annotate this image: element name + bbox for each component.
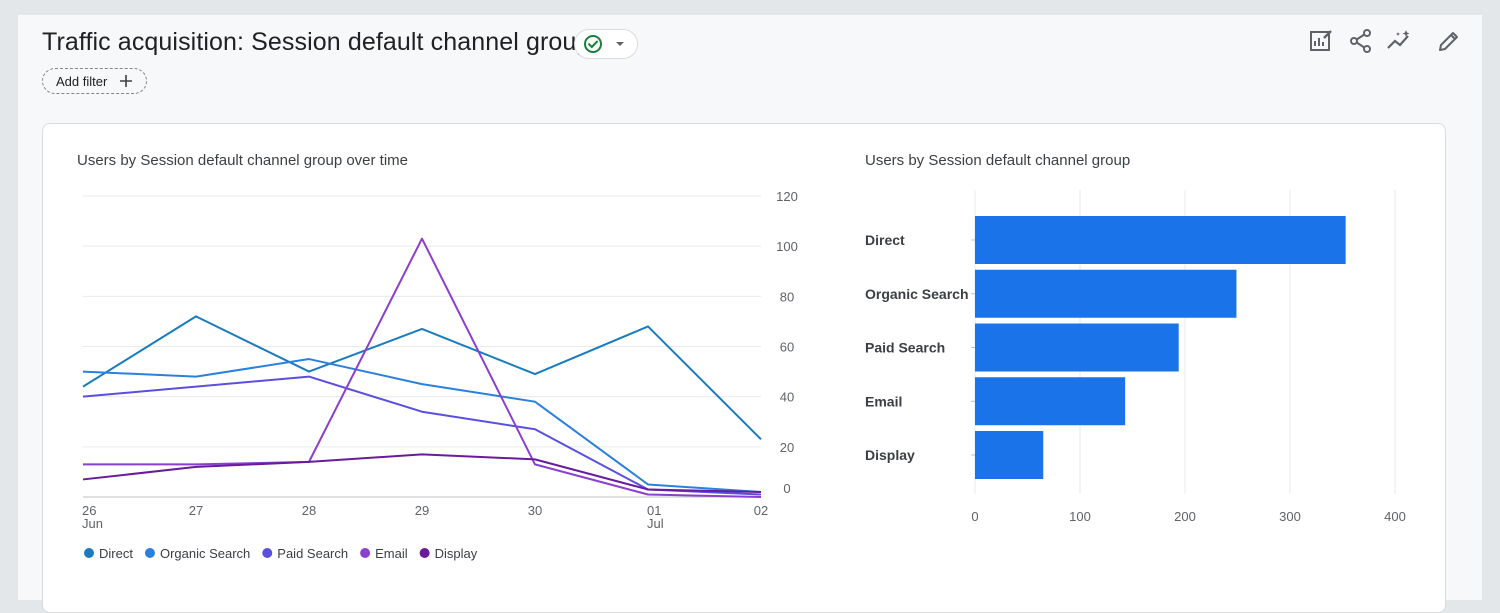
y-tick-label: 100 (776, 239, 798, 254)
legend-swatch (419, 548, 430, 558)
x-tick-label: 200 (1174, 509, 1196, 524)
x-tick-label: 0 (971, 509, 978, 524)
legend-swatch (144, 548, 155, 558)
y-tick-label: 120 (776, 189, 798, 204)
check-circle-icon (584, 35, 602, 53)
x-tick-label: 26 (82, 503, 96, 518)
x-tick-label: 28 (302, 503, 316, 518)
legend-swatch (262, 548, 273, 558)
bar (975, 431, 1044, 479)
add-filter-button[interactable]: Add filter (42, 68, 147, 94)
legend-swatch (360, 548, 371, 558)
x-tick-label: 100 (1069, 509, 1091, 524)
bar (975, 216, 1346, 264)
series-line (82, 375, 762, 496)
x-tick-sublabel: Jul (647, 516, 664, 531)
legend-label: Display (435, 546, 478, 561)
x-tick-label: 02 (754, 503, 768, 518)
series-line (82, 453, 762, 493)
add-filter-label: Add filter (56, 74, 108, 89)
category-label: Direct (865, 232, 905, 248)
x-tick-label: 01 (647, 503, 661, 518)
y-tick-label: 60 (780, 340, 794, 355)
y-tick-label: 0 (783, 481, 790, 496)
legend-label: Email (375, 546, 408, 561)
charts-card: Users by Session default channel group o… (42, 123, 1446, 613)
legend-label: Direct (99, 546, 133, 561)
x-tick-label: 400 (1384, 509, 1406, 524)
legend-swatch (84, 548, 94, 558)
bar (975, 269, 1237, 318)
customize-pencil-icon[interactable] (1436, 28, 1462, 54)
category-label: Display (865, 447, 915, 463)
legend-label: Organic Search (160, 546, 250, 561)
edit-report-icon[interactable] (1308, 28, 1334, 54)
y-tick-label: 20 (780, 440, 794, 455)
y-tick-label: 80 (780, 289, 794, 304)
category-label: Email (865, 393, 902, 409)
line-chart-title: Users by Session default channel group o… (77, 152, 409, 169)
series-line (83, 237, 762, 498)
bar (975, 323, 1179, 372)
page-title: Traffic acquisition: Session default cha… (42, 28, 591, 56)
category-label: Paid Search (865, 340, 945, 356)
x-tick-label: 300 (1279, 509, 1301, 524)
category-label: Organic Search (865, 286, 969, 302)
x-tick-label: 29 (415, 503, 429, 518)
status-dropdown[interactable] (574, 29, 638, 59)
report-page: Traffic acquisition: Session default cha… (18, 15, 1482, 613)
bar-chart: 0 100 200 300 400 Direct Organic Search Paid Se… (865, 190, 1406, 524)
x-tick-label: 27 (189, 503, 203, 518)
bar-chart-title: Users by Session default channel group (865, 152, 1131, 169)
series-line (82, 315, 762, 441)
x-tick-sublabel: Jun (82, 516, 103, 531)
share-icon[interactable] (1348, 28, 1374, 54)
series-line (82, 358, 762, 493)
bar (975, 377, 1126, 426)
insights-icon[interactable] (1386, 28, 1412, 54)
plus-icon (120, 75, 132, 87)
legend-label: Paid Search (277, 546, 348, 561)
y-tick-label: 40 (780, 390, 794, 405)
caret-down-icon (616, 42, 624, 46)
x-tick-label: 30 (528, 503, 542, 518)
